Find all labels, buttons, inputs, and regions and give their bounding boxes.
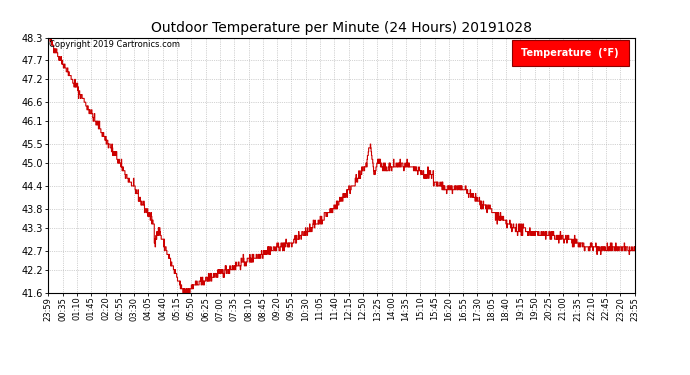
Text: Temperature  (°F): Temperature (°F) xyxy=(522,48,619,58)
Bar xyxy=(512,40,629,66)
Text: Copyright 2019 Cartronics.com: Copyright 2019 Cartronics.com xyxy=(50,40,181,49)
Title: Outdoor Temperature per Minute (24 Hours) 20191028: Outdoor Temperature per Minute (24 Hours… xyxy=(151,21,532,35)
